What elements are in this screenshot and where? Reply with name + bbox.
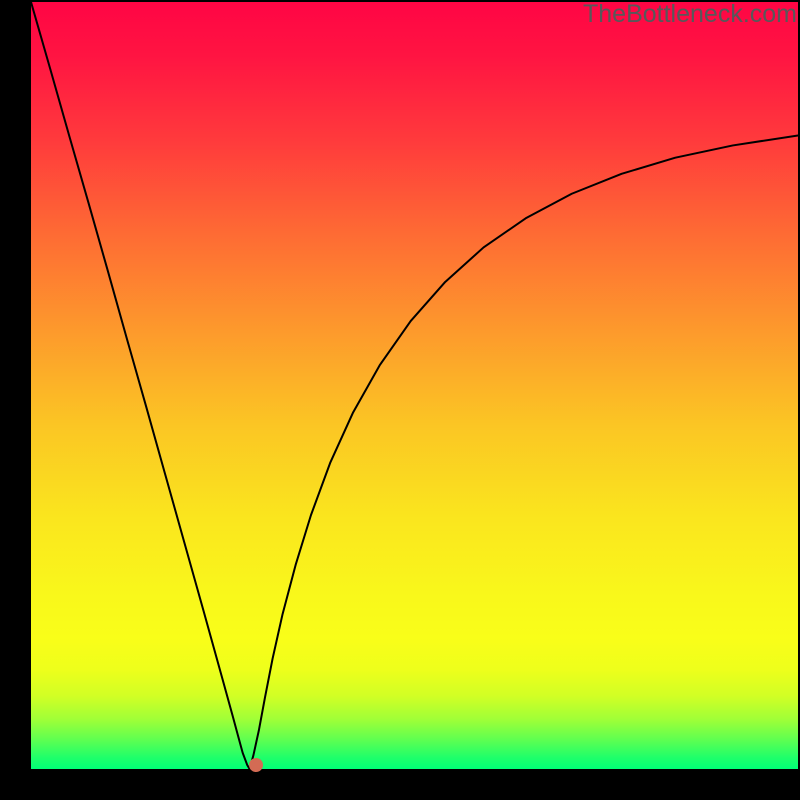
plot-area [31,2,798,769]
bottleneck-curve [31,2,798,769]
optimum-marker [249,758,263,772]
watermark-text: TheBottleneck.com [583,0,797,29]
